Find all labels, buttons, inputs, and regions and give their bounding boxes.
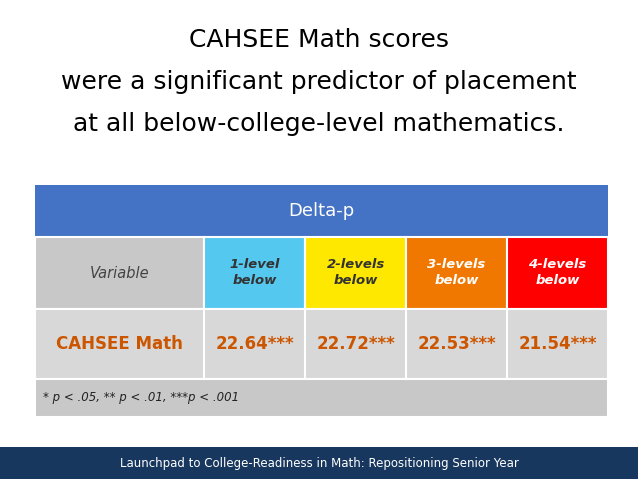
FancyBboxPatch shape [204, 237, 305, 309]
FancyBboxPatch shape [35, 379, 608, 417]
Text: 2-levels
below: 2-levels below [327, 259, 385, 287]
FancyBboxPatch shape [35, 237, 204, 309]
Text: * p < .05, ** p < .01, ***p < .001: * p < .05, ** p < .01, ***p < .001 [43, 391, 239, 404]
Text: Launchpad to College-Readiness in Math: Repositioning Senior Year: Launchpad to College-Readiness in Math: … [119, 456, 519, 469]
Text: were a significant predictor of placement: were a significant predictor of placemen… [61, 70, 577, 94]
Text: Delta-p: Delta-p [288, 202, 355, 220]
FancyBboxPatch shape [0, 447, 638, 479]
Text: at all below-college-level mathematics.: at all below-college-level mathematics. [73, 112, 565, 136]
FancyBboxPatch shape [305, 237, 406, 309]
Text: CAHSEE Math scores: CAHSEE Math scores [189, 28, 449, 52]
FancyBboxPatch shape [406, 237, 507, 309]
Text: 4-levels
below: 4-levels below [528, 259, 586, 287]
FancyBboxPatch shape [35, 309, 608, 379]
FancyBboxPatch shape [507, 237, 608, 309]
Text: 3-levels
below: 3-levels below [427, 259, 486, 287]
Text: 22.64***: 22.64*** [215, 335, 294, 353]
Text: 1-level
below: 1-level below [229, 259, 279, 287]
Text: 21.54***: 21.54*** [518, 335, 597, 353]
Text: CAHSEE Math: CAHSEE Math [56, 335, 183, 353]
FancyBboxPatch shape [35, 185, 608, 237]
Text: Variable: Variable [90, 265, 149, 281]
Text: 22.53***: 22.53*** [417, 335, 496, 353]
Text: 22.72***: 22.72*** [316, 335, 395, 353]
